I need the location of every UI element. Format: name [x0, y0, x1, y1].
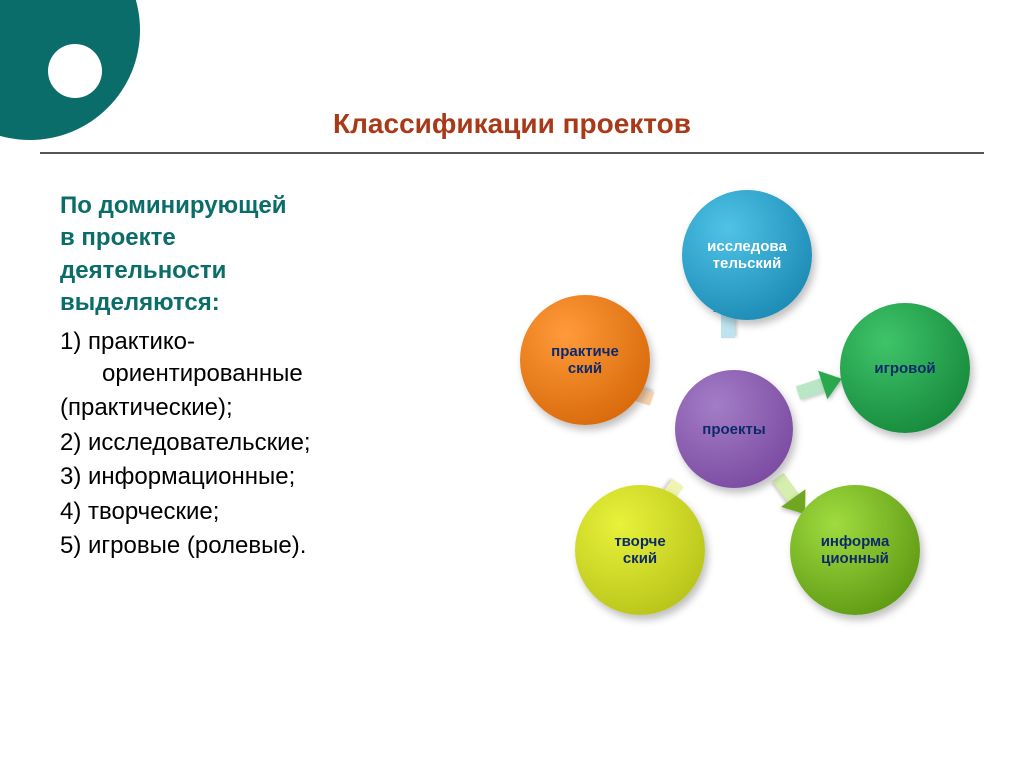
- diagram-node-label: практический: [545, 343, 625, 377]
- diagram-node: творческий: [575, 485, 705, 615]
- diagram-node: исследовательский: [682, 190, 812, 320]
- header-line: в проекте: [60, 224, 176, 251]
- header-line: деятельности: [60, 257, 226, 284]
- radial-diagram: проекты исследовательский игровой информаци…: [460, 195, 1000, 625]
- diagram-node: информационный: [790, 485, 920, 615]
- list-item: (практические);: [60, 392, 420, 424]
- diagram-node: практический: [520, 295, 650, 425]
- list-item: 1) практико-ориентированные: [60, 326, 420, 391]
- header-line: выделяются:: [60, 289, 220, 316]
- diagram-node-label: творческий: [608, 533, 671, 567]
- diagram-node: игровой: [840, 303, 970, 433]
- title-underline: [40, 152, 984, 154]
- text-content: По доминирующей в проекте деятельности в…: [60, 190, 420, 564]
- diagram-node-label: проекты: [696, 421, 771, 438]
- slide-title: Классификации проектов: [0, 108, 1024, 140]
- decorative-corner-inner: [48, 44, 102, 98]
- diagram-center-node: проекты: [675, 370, 793, 488]
- list-item: 3) информационные;: [60, 461, 420, 493]
- diagram-node-label: исследовательский: [701, 238, 793, 272]
- list-item: 4) творческие;: [60, 496, 420, 528]
- diagram-node-label: информационный: [815, 533, 896, 567]
- list-item: 5) игровые (ролевые).: [60, 530, 420, 562]
- diagram-node-label: игровой: [868, 360, 941, 377]
- list-item: 2) исследовательские;: [60, 427, 420, 459]
- header-line: По доминирующей: [60, 192, 286, 219]
- list-header: По доминирующей в проекте деятельности в…: [60, 190, 420, 320]
